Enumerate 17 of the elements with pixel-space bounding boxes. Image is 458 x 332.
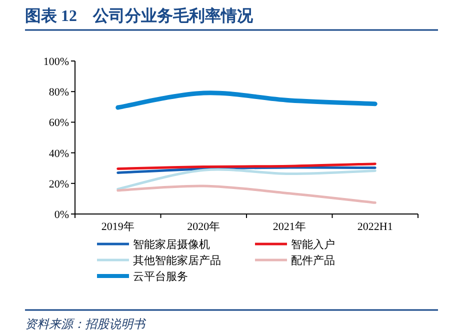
- y-tick-label: 60%: [48, 117, 69, 130]
- x-tick-label: 2019年: [101, 221, 134, 233]
- x-tick-label: 2020年: [187, 221, 220, 233]
- legend-label: 其他智能家居产品: [133, 254, 221, 267]
- y-tick-label: 40%: [48, 148, 69, 160]
- legend-label: 智能家居摄像机: [133, 238, 210, 251]
- legend-label: 云平台服务: [133, 270, 188, 283]
- legend-label: 配件产品: [291, 254, 335, 267]
- y-tick-label: 20%: [48, 178, 69, 190]
- legend-label: 智能入户: [291, 238, 335, 251]
- x-tick-label: 2022H1: [357, 221, 393, 233]
- annotation: 资料来源：招股说明书: [25, 317, 145, 331]
- y-tick-label: 80%: [48, 86, 69, 99]
- y-tick-label: 0%: [54, 209, 69, 221]
- x-tick-label: 2021年: [272, 221, 306, 233]
- y-tick-label: 100%: [43, 56, 69, 68]
- title: 图表 12 公司分业务毛利率情况: [25, 8, 253, 25]
